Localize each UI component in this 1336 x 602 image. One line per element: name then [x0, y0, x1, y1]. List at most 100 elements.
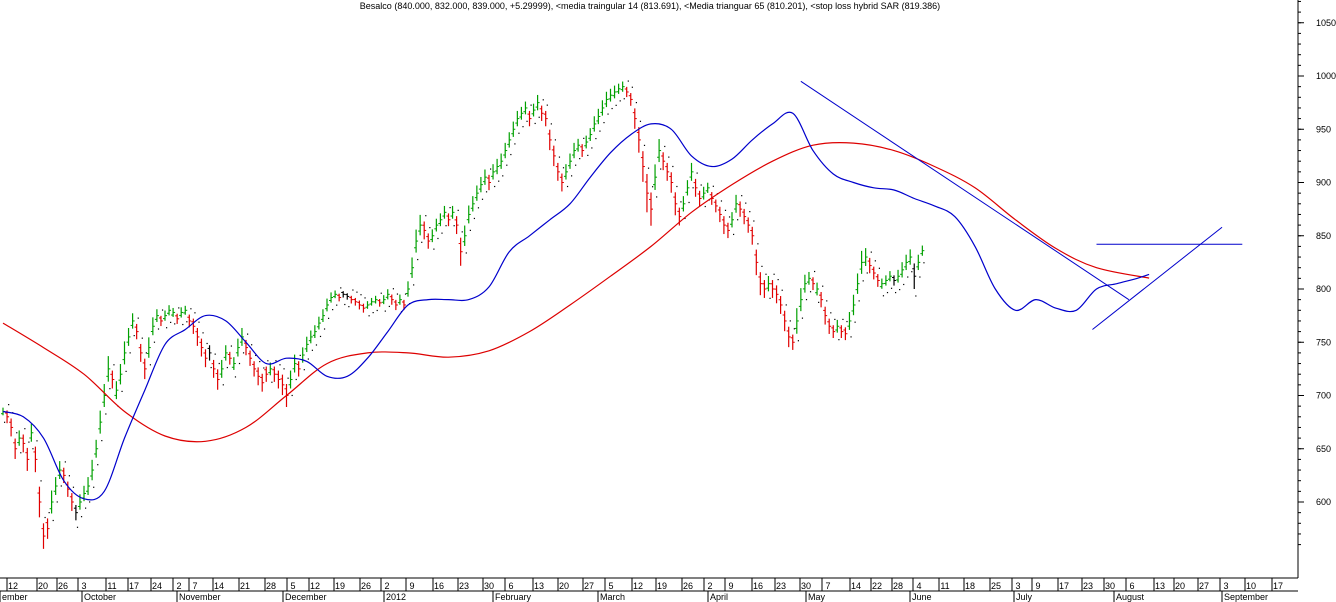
x-day-label: 28 [266, 581, 276, 591]
sar-dot [356, 291, 358, 293]
x-day-label: 7 [192, 581, 197, 591]
x-day-label: 23 [1083, 581, 1093, 591]
price-bar [227, 351, 232, 365]
x-month-label: 2012 [386, 592, 406, 602]
x-day-label: 24 [152, 581, 162, 591]
price-bar [782, 310, 787, 332]
sar-dot [850, 336, 852, 338]
sar-dot [477, 207, 480, 209]
sar-dot [481, 198, 484, 200]
sar-dot [688, 201, 690, 204]
sar-dot [133, 335, 135, 337]
x-day-label: 4 [916, 581, 921, 591]
x-day-label: 25 [991, 581, 1001, 591]
x-day-label: 30 [1105, 581, 1115, 591]
price-bar [256, 367, 261, 386]
price-bar [138, 343, 143, 362]
price-bar [434, 218, 439, 232]
price-bar [697, 190, 702, 207]
price-bar [734, 194, 739, 213]
y-tick-label: 900 [1316, 178, 1331, 188]
price-bar [766, 276, 771, 292]
sar-dot [344, 303, 346, 306]
price-bar [689, 162, 694, 181]
sar-dot [643, 144, 646, 146]
x-month-label: ember [2, 592, 28, 602]
sar-dot [737, 219, 739, 221]
sar-dot [502, 175, 504, 177]
price-bar [495, 158, 500, 175]
price-bar [21, 434, 26, 453]
sar-dot [777, 278, 779, 281]
sar-dot [607, 113, 609, 115]
price-bar [653, 164, 658, 190]
x-month-label: February [495, 592, 532, 602]
price-bar [843, 327, 848, 341]
price-bar [912, 263, 917, 289]
price-bar [312, 325, 317, 338]
x-day-label: 19 [335, 581, 345, 591]
price-bar [207, 345, 212, 361]
sar-dot [461, 231, 463, 233]
sar-dot [728, 216, 731, 218]
x-day-label: 19 [657, 581, 667, 591]
price-bar [644, 173, 649, 213]
sar-dot [28, 441, 30, 443]
x-day-label: 5 [290, 581, 295, 591]
price-bar [746, 217, 751, 233]
sar-dot [838, 339, 840, 341]
ma65-line [2, 141, 1150, 443]
sar-dot [919, 276, 921, 278]
sar-dot [315, 344, 318, 346]
sar-dot [16, 432, 18, 434]
price-bar [916, 254, 921, 271]
x-day-label: 26 [361, 581, 371, 591]
sar-dot [396, 293, 399, 295]
x-day-label: 11 [107, 581, 116, 591]
price-bar [624, 86, 629, 98]
price-bar [900, 262, 905, 278]
price-bar [329, 292, 334, 303]
sar-dot [242, 352, 245, 354]
price-bar [264, 366, 269, 382]
sar-dot [417, 258, 419, 261]
x-day-label: 12 [310, 581, 320, 591]
price-bar [859, 250, 864, 274]
price-bar [515, 110, 520, 127]
y-tick-label: 950 [1316, 124, 1331, 134]
price-bar [636, 127, 641, 153]
sar-dot [903, 283, 905, 286]
x-day-label: 30 [484, 581, 494, 591]
x-day-label: 12 [633, 581, 643, 591]
price-bar [195, 327, 200, 346]
sar-dot [895, 291, 897, 294]
sar-dot [534, 122, 536, 125]
sar-dot [615, 104, 617, 106]
sar-dot [433, 248, 435, 250]
price-bar [349, 295, 354, 304]
x-day-label: 2 [707, 581, 712, 591]
sar-dot [749, 211, 751, 213]
sar-dot [647, 167, 650, 169]
sar-dot [380, 292, 382, 294]
price-bar [640, 151, 645, 182]
sar-dot [36, 440, 38, 442]
price-bar [163, 310, 167, 321]
sar-dot [668, 156, 670, 158]
price-bar [122, 341, 127, 365]
sar-dot [473, 217, 475, 220]
price-bar [211, 359, 216, 378]
price-bar [584, 135, 589, 149]
trendline [1092, 226, 1223, 330]
sar-dot [631, 86, 633, 88]
sar-dot [562, 167, 565, 169]
sar-dot [425, 215, 427, 217]
price-bar [705, 182, 710, 193]
sar-dot [809, 291, 812, 293]
x-axis: 12 20 26 3 11 17 24 2 7 14 21 28 5 12 19 26 2 9 16 23 30 6 13 2… [0, 577, 1298, 602]
x-day-label: 30 [801, 581, 811, 591]
price-bar [474, 185, 479, 201]
price-bar [908, 249, 913, 265]
sar-dot [247, 333, 249, 335]
price-bar [325, 298, 329, 312]
